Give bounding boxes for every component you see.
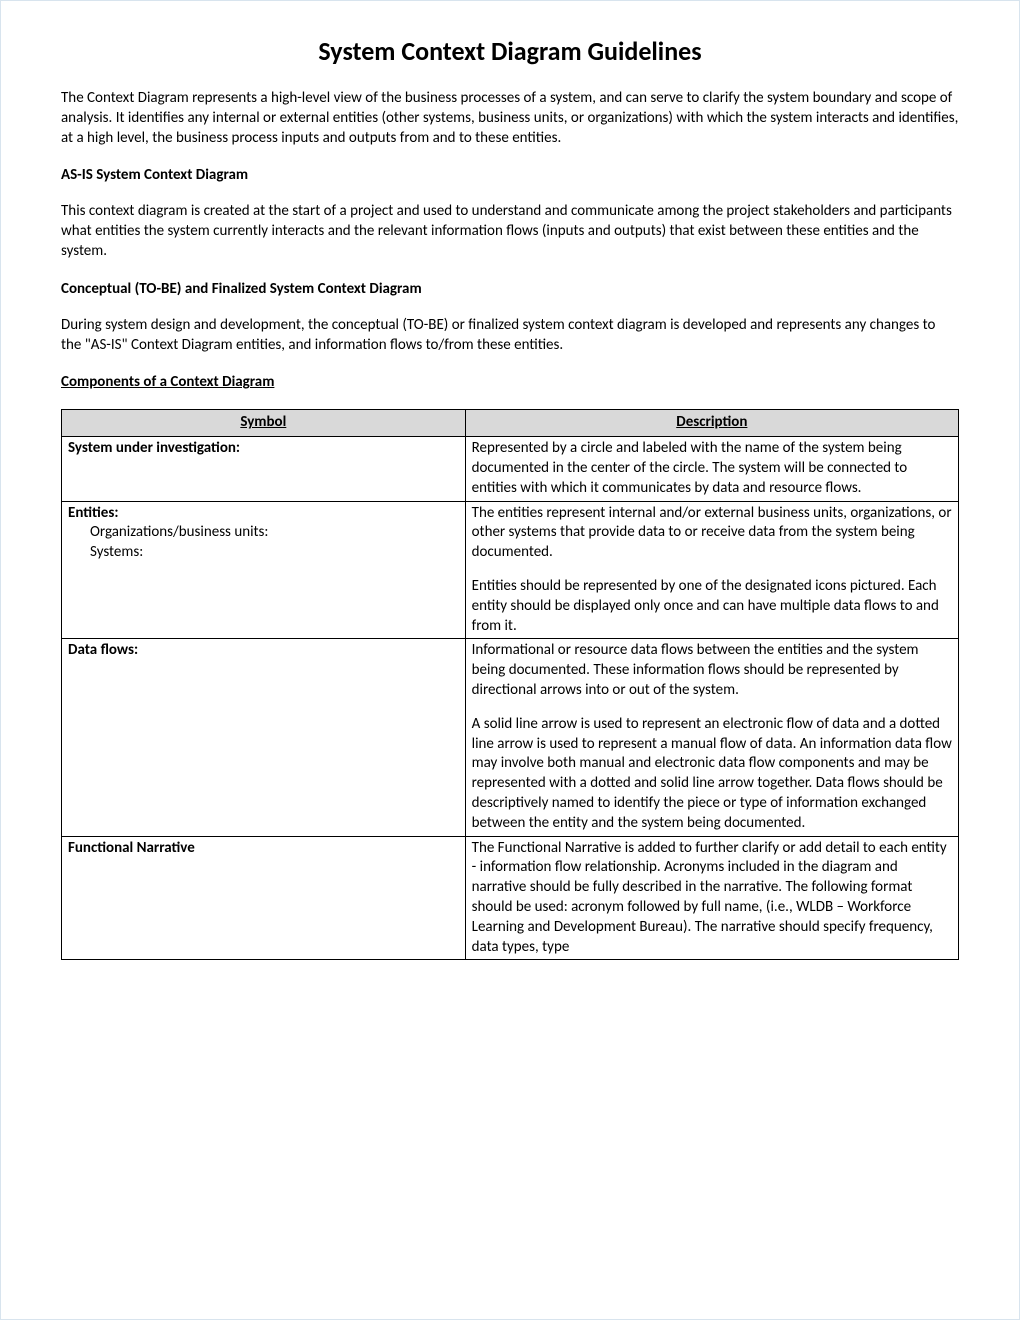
symbol-cell: Entities: Organizations/business units: … bbox=[62, 501, 466, 639]
description-text: A solid line arrow is used to represent … bbox=[472, 715, 952, 834]
description-cell: Represented by a circle and labeled with… bbox=[465, 437, 958, 501]
symbol-main: Data flows: bbox=[68, 641, 138, 659]
components-table: Symbol Description System under investig… bbox=[61, 409, 959, 960]
table-row: System under investigation: Represented … bbox=[62, 437, 959, 501]
header-description: Description bbox=[465, 410, 958, 437]
page-title: System Context Diagram Guidelines bbox=[61, 35, 959, 67]
components-heading: Components of a Context Diagram bbox=[61, 373, 959, 391]
header-symbol: Symbol bbox=[62, 410, 466, 437]
tobe-heading: Conceptual (TO-BE) and Finalized System … bbox=[61, 280, 959, 298]
symbol-cell: Functional Narrative bbox=[62, 836, 466, 960]
symbol-sub: Organizations/business units: bbox=[68, 523, 459, 543]
description-text: Entities should be represented by one of… bbox=[472, 577, 952, 636]
description-text: Informational or resource data flows bet… bbox=[472, 641, 952, 700]
table-row: Data flows: Informational or resource da… bbox=[62, 639, 959, 836]
symbol-main: System under investigation: bbox=[68, 439, 240, 457]
intro-paragraph: The Context Diagram represents a high-le… bbox=[61, 89, 959, 148]
symbol-cell: Data flows: bbox=[62, 639, 466, 836]
table-row: Functional Narrative The Functional Narr… bbox=[62, 836, 959, 960]
symbol-sub: Systems: bbox=[68, 543, 459, 563]
asis-heading: AS-IS System Context Diagram bbox=[61, 166, 959, 184]
table-row: Entities: Organizations/business units: … bbox=[62, 501, 959, 639]
description-text: The Functional Narrative is added to fur… bbox=[472, 839, 952, 958]
description-text: Represented by a circle and labeled with… bbox=[472, 439, 952, 498]
description-text: The entities represent internal and/or e… bbox=[472, 504, 952, 563]
symbol-main: Functional Narrative bbox=[68, 839, 195, 857]
description-cell: The entities represent internal and/or e… bbox=[465, 501, 958, 639]
symbol-main: Entities: bbox=[68, 504, 118, 522]
tobe-body: During system design and development, th… bbox=[61, 316, 959, 356]
symbol-cell: System under investigation: bbox=[62, 437, 466, 501]
description-cell: Informational or resource data flows bet… bbox=[465, 639, 958, 836]
asis-body: This context diagram is created at the s… bbox=[61, 202, 959, 261]
description-cell: The Functional Narrative is added to fur… bbox=[465, 836, 958, 960]
